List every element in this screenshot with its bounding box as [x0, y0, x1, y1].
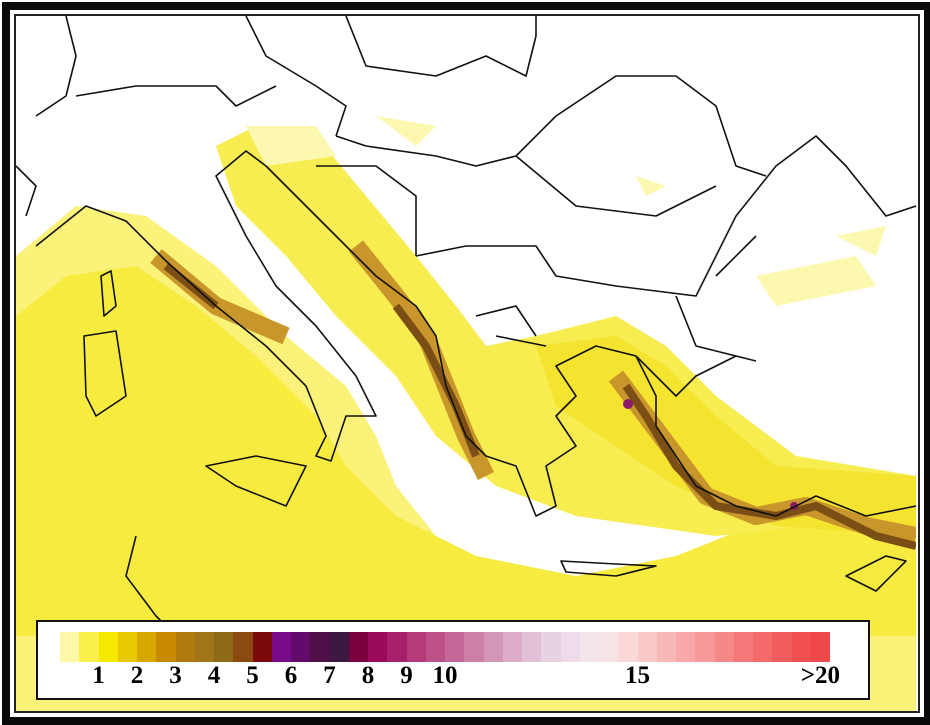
legend-swatch: [98, 632, 118, 662]
island-sardinia: [83, 330, 127, 417]
legend-swatch: [810, 632, 830, 662]
legend-swatch: [502, 632, 522, 662]
map-canvas: [16, 16, 916, 711]
island-sicily: [205, 455, 307, 507]
legend-swatch: [656, 632, 676, 662]
legend-swatch: [618, 632, 638, 662]
legend-swatch: [637, 632, 657, 662]
island-corsica: [100, 270, 117, 317]
legend-swatch: [445, 632, 465, 662]
legend-swatch: [60, 632, 80, 662]
legend-label: >20: [800, 662, 840, 689]
legend-swatch: [425, 632, 445, 662]
legend-swatch: [117, 632, 137, 662]
legend-swatch: [676, 632, 696, 662]
legend-label: 4: [207, 662, 221, 689]
legend-swatch: [733, 632, 753, 662]
legend-swatch: [522, 632, 542, 662]
legend-swatch: [156, 632, 176, 662]
legend-label: 7: [323, 662, 336, 689]
map-area: [14, 14, 920, 713]
field-adriatic: [216, 126, 916, 536]
legend-label: 5: [246, 662, 259, 689]
border-lines: [16, 16, 916, 637]
legend-swatch: [791, 632, 811, 662]
legend-swatch: [271, 632, 291, 662]
legend-label: 9: [400, 662, 413, 689]
legend-label: 10: [432, 662, 458, 689]
legend-swatch: [714, 632, 734, 662]
coastline-italy: [35, 150, 377, 462]
legend-swatch: [79, 632, 99, 662]
field-max-spot: [623, 399, 633, 409]
legend-swatch: [753, 632, 773, 662]
coastline-turkey: [635, 355, 916, 517]
legend-swatch: [214, 632, 234, 662]
legend-color-bar: [60, 632, 830, 662]
legend-swatch: [291, 632, 311, 662]
legend-label: 15: [625, 662, 650, 689]
legend-swatch: [560, 632, 580, 662]
color-legend: 1 2 3 4 5 6 7 8 9 10 15 >20: [36, 620, 870, 700]
legend-label: 2: [130, 662, 144, 689]
legend-swatch: [310, 632, 330, 662]
borders: [16, 16, 916, 637]
legend-swatch: [233, 632, 253, 662]
legend-swatch: [137, 632, 157, 662]
coastline-balkans: [265, 165, 757, 517]
legend-swatch: [695, 632, 715, 662]
field-central-med: [16, 266, 916, 636]
field-low-patches: [246, 116, 886, 306]
legend-label: 6: [284, 662, 298, 689]
island-cyprus: [845, 555, 907, 592]
legend-swatch: [175, 632, 195, 662]
legend-label: 1: [92, 662, 105, 689]
legend-label: 3: [169, 662, 182, 689]
legend-swatch: [368, 632, 388, 662]
legend-swatch: [406, 632, 426, 662]
island-crete: [560, 560, 657, 577]
legend-swatch: [252, 632, 272, 662]
legend-label: 8: [361, 662, 375, 689]
legend-swatch: [329, 632, 349, 662]
legend-swatch: [599, 632, 619, 662]
legend-swatch: [772, 632, 792, 662]
legend-swatch: [194, 632, 214, 662]
legend-swatch: [541, 632, 561, 662]
legend-swatch: [387, 632, 407, 662]
legend-swatch: [579, 632, 599, 662]
concentration-field: [16, 116, 916, 711]
legend-swatch: [464, 632, 484, 662]
legend-swatch: [348, 632, 368, 662]
legend-swatch: [483, 632, 503, 662]
